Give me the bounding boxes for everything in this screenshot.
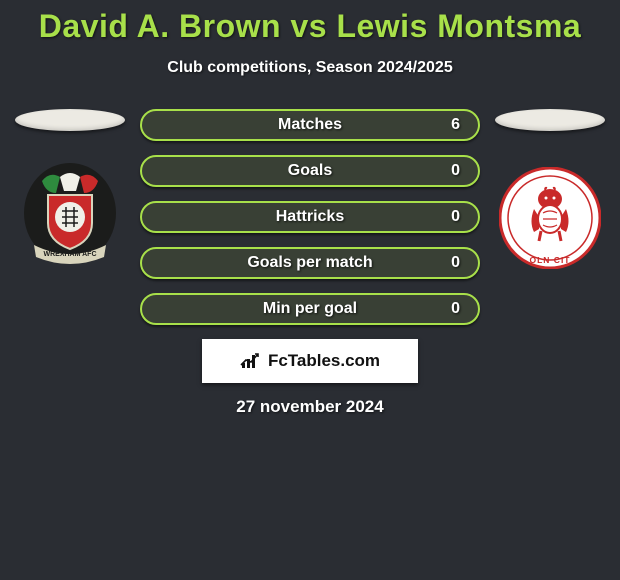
- left-side: WREXHAM AFC: [10, 109, 130, 273]
- svg-text:OLN CIT: OLN CIT: [530, 255, 571, 265]
- right-player-oval: [495, 109, 605, 131]
- stat-bar-matches: Matches 6: [140, 109, 480, 141]
- comparison-row: WREXHAM AFC Matches 6 Goals 0 Hattricks …: [0, 109, 620, 325]
- right-side: OLN CIT: [490, 109, 610, 273]
- stat-bar-goals-per-match: Goals per match 0: [140, 247, 480, 279]
- watermark-box: FcTables.com: [202, 339, 418, 383]
- lincoln-city-badge-icon: OLN CIT: [499, 167, 601, 269]
- stat-bar-hattricks: Hattricks 0: [140, 201, 480, 233]
- svg-text:WREXHAM AFC: WREXHAM AFC: [43, 251, 96, 258]
- stat-bar-goals: Goals 0: [140, 155, 480, 187]
- bar-chart-icon: [240, 352, 262, 370]
- stat-value-right: 0: [451, 162, 460, 180]
- stat-bars: Matches 6 Goals 0 Hattricks 0 Goals per …: [140, 109, 480, 325]
- stat-value-right: 0: [451, 208, 460, 226]
- snapshot-date: 27 november 2024: [0, 397, 620, 417]
- left-player-oval: [15, 109, 125, 131]
- stat-value-right: 0: [451, 300, 460, 318]
- stat-label: Hattricks: [276, 208, 344, 226]
- watermark-text: FcTables.com: [268, 351, 380, 371]
- left-club-logo: WREXHAM AFC: [15, 163, 125, 273]
- stat-label: Goals per match: [247, 254, 372, 272]
- stat-bar-min-per-goal: Min per goal 0: [140, 293, 480, 325]
- stat-label: Goals: [288, 162, 332, 180]
- stat-value-right: 0: [451, 254, 460, 272]
- stat-value-right: 6: [451, 116, 460, 134]
- stat-label: Matches: [278, 116, 342, 134]
- season-subtitle: Club competitions, Season 2024/2025: [0, 59, 620, 77]
- page-title: David A. Brown vs Lewis Montsma: [0, 0, 620, 45]
- stat-label: Min per goal: [263, 300, 357, 318]
- wrexham-badge-icon: WREXHAM AFC: [22, 163, 118, 273]
- right-club-logo: OLN CIT: [495, 163, 605, 273]
